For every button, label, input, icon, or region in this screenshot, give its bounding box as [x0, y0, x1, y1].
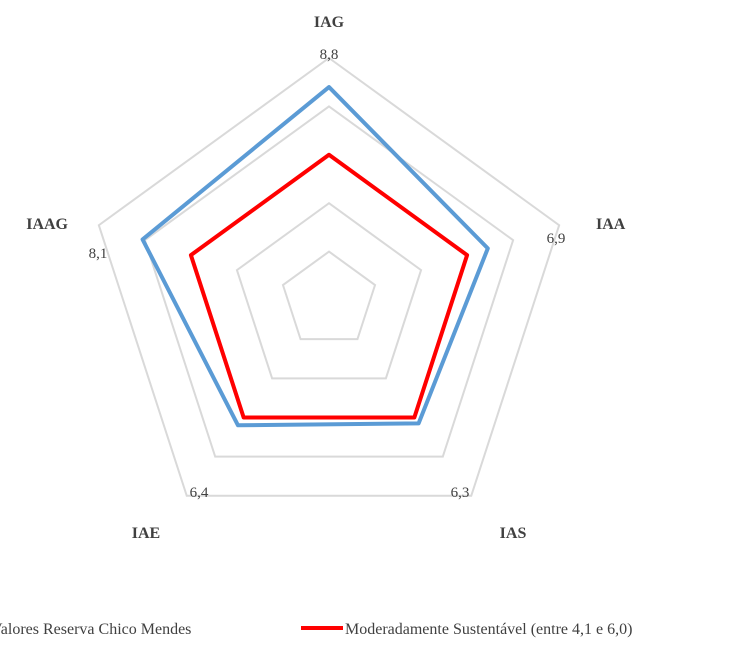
series-line-red — [188, 152, 470, 420]
legend: Valores Reserva Chico Mendes Moderadamen… — [0, 621, 632, 638]
radar-series — [140, 85, 490, 428]
data-label-iaa: 6,9 — [547, 231, 566, 247]
axis-title-iag: IAG — [314, 14, 345, 31]
axis-title-iaag: IAAG — [26, 216, 68, 233]
series-line-blue — [140, 85, 490, 428]
gridline-ring-1 — [281, 250, 377, 341]
axis-title-ias: IAS — [500, 525, 527, 542]
axis-title-iaa: IAA — [596, 216, 626, 233]
gridline-ring-5 — [97, 56, 561, 497]
data-label-iae: 6,4 — [190, 485, 209, 501]
axis-title-iae: IAE — [132, 525, 160, 542]
legend-label-red: Moderadamente Sustentável (entre 4,1 e 6… — [345, 621, 632, 638]
gridline-ring-4 — [143, 105, 515, 458]
data-label-iaag: 8,1 — [89, 246, 108, 262]
legend-label-blue: Valores Reserva Chico Mendes — [0, 621, 191, 638]
data-label-iag: 8,8 — [320, 47, 339, 63]
data-label-ias: 6,3 — [451, 485, 470, 501]
radar-grid — [97, 56, 561, 497]
gridline-ring-2 — [235, 201, 423, 380]
